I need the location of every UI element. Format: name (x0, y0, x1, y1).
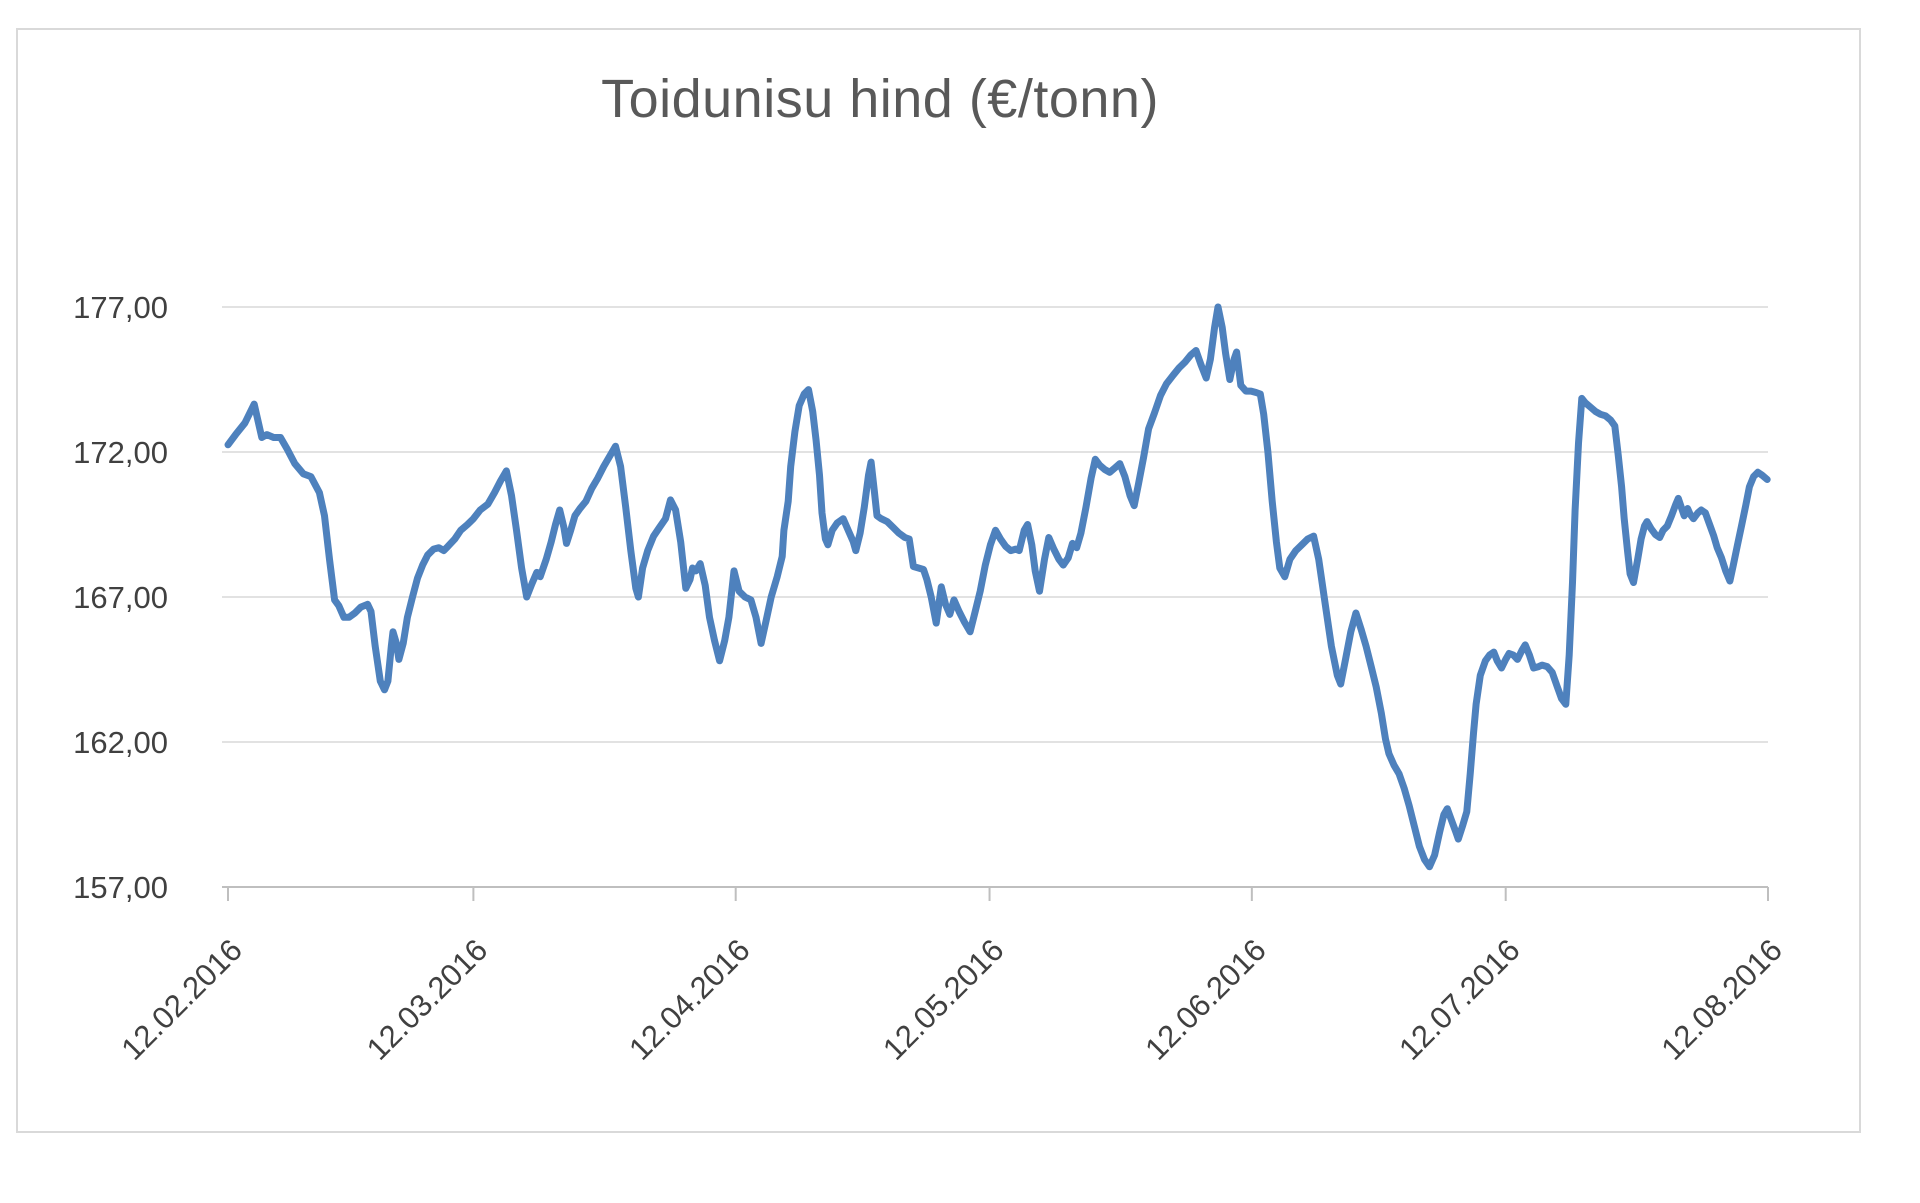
x-axis-tick-labels: 12.02.2016 12.03.2016 12.04.2016 12.05.2016… (114, 932, 1788, 1066)
y-axis-tick-labels: 177,00 172,00 167,00 162,00 157,00 (73, 290, 168, 905)
y-tick-label: 172,00 (73, 435, 168, 470)
x-tick-label: 12.03.2016 (360, 932, 494, 1066)
price-series-line (224, 303, 1771, 871)
chart-area (16, 28, 1861, 1133)
y-tick-label: 162,00 (73, 725, 168, 760)
x-tick-label: 12.04.2016 (622, 932, 756, 1066)
x-tick-label: 12.07.2016 (1392, 932, 1526, 1066)
gridlines (222, 306, 1768, 888)
y-tick-label: 177,00 (73, 290, 168, 325)
series-toidunisu-hind-(€/tonn) (224, 303, 1771, 871)
y-tick-label: 157,00 (73, 870, 168, 905)
y-tick-label: 167,00 (73, 580, 168, 615)
x-axis-line (222, 886, 1769, 901)
chart-title: Toidunisu hind (€/tonn) (601, 69, 1159, 129)
x-tick-label: 12.08.2016 (1654, 932, 1788, 1066)
x-tick-label: 12.06.2016 (1138, 932, 1272, 1066)
x-tick-label: 12.02.2016 (114, 932, 248, 1066)
x-tick-label: 12.05.2016 (876, 932, 1010, 1066)
